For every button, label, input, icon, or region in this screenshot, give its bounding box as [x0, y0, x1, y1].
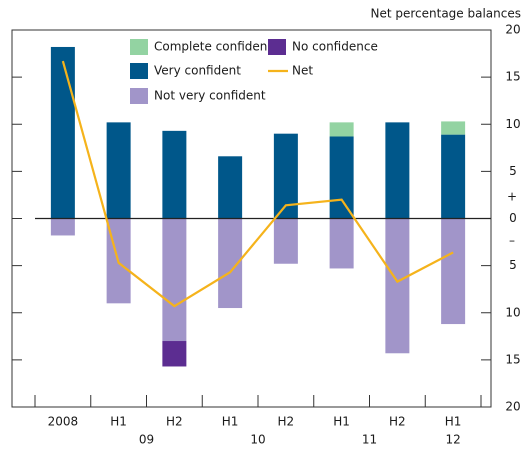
x-tick-label: H1 — [222, 415, 239, 429]
legend-label: Net — [292, 64, 313, 78]
y-tick-label: 5 — [509, 164, 517, 178]
sign-minus: – — [509, 234, 515, 248]
bar — [329, 218, 354, 269]
x-tick-label: H1 — [333, 415, 350, 429]
y-tick-label: 5 — [509, 258, 517, 272]
x-group-label: 10 — [250, 433, 265, 447]
x-tick-label: H1 — [445, 415, 462, 429]
legend-swatch — [130, 88, 148, 104]
x-tick-label: H2 — [389, 415, 406, 429]
x-tick-label: H1 — [110, 415, 127, 429]
y-tick-label: 15 — [505, 70, 520, 84]
bar — [50, 46, 75, 219]
x-tick-label: H2 — [166, 415, 183, 429]
legend-label: Very confident — [154, 64, 241, 78]
bar — [162, 130, 187, 219]
legend-swatch — [268, 39, 286, 55]
bar — [162, 341, 187, 367]
sign-plus: + — [507, 190, 517, 204]
y-tick-label: 15 — [505, 352, 520, 366]
y-tick-label: 20 — [505, 400, 520, 414]
y-tick-label: 10 — [505, 305, 520, 319]
legend-label: Complete confidence — [154, 40, 281, 54]
bar — [273, 218, 298, 264]
bar — [441, 121, 466, 135]
y-tick-label: 10 — [505, 117, 520, 131]
bar — [385, 122, 410, 219]
legend-swatch — [130, 39, 148, 55]
bar — [441, 134, 466, 219]
net-line — [61, 60, 454, 308]
x-tick-label: H2 — [278, 415, 295, 429]
x-tick-label: 2008 — [48, 415, 79, 429]
legend-swatch — [130, 63, 148, 79]
bar — [441, 218, 466, 325]
y-tick-label: 20 — [505, 23, 520, 37]
y-axis-label: Net percentage balances — [370, 7, 521, 21]
bar — [385, 218, 410, 354]
bar — [329, 136, 354, 219]
bar — [329, 122, 354, 137]
bar — [162, 218, 187, 342]
y-tick-label: 0 — [509, 211, 517, 225]
x-group-label: 12 — [445, 433, 460, 447]
bar — [106, 122, 131, 219]
legend-label: No confidence — [292, 40, 378, 54]
x-group-label: 09 — [139, 433, 154, 447]
bar — [50, 218, 75, 236]
x-group-label: 11 — [362, 433, 377, 447]
bar — [218, 156, 243, 219]
legend-label: Not very confident — [154, 89, 266, 103]
